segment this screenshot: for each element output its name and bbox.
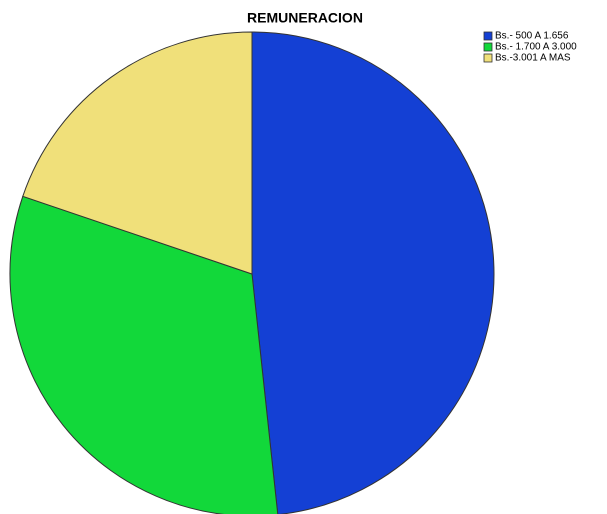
pie-slice (251, 31, 495, 514)
legend-swatch (483, 53, 493, 63)
pie-slice (9, 195, 279, 514)
legend-label: Bs.- 1.700 A 3.000 (495, 42, 577, 53)
legend-swatch (483, 31, 493, 41)
legend-label: Bs.-3.001 A MAS (495, 53, 571, 64)
chart-title: REMUNERACION (247, 10, 363, 26)
legend-swatch (483, 42, 493, 52)
legend-label: Bs.- 500 A 1.656 (495, 31, 569, 42)
pie-slice (22, 31, 253, 275)
